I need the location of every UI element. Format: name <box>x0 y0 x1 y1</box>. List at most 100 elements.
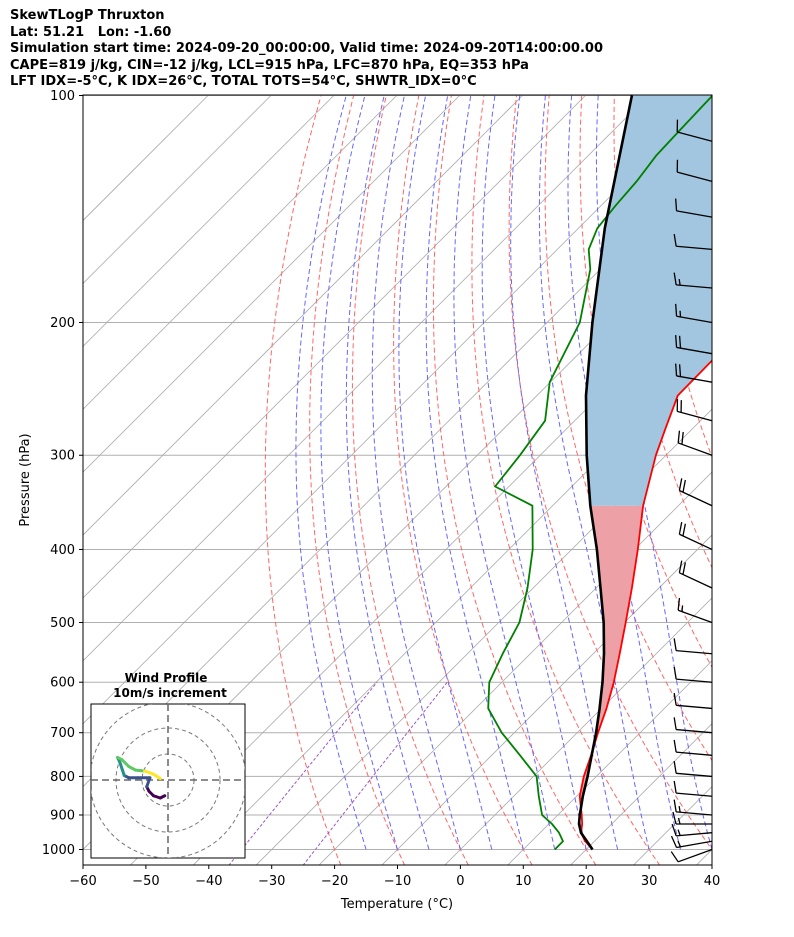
time-line: Simulation start time: 2024-09-20_00:00:… <box>10 41 603 56</box>
moist-adiabat <box>481 95 587 850</box>
wind-barb <box>673 799 713 816</box>
isotherm-line <box>83 95 649 662</box>
wind-barb <box>673 739 713 756</box>
dry-adiabat <box>646 95 712 459</box>
isotherm-line <box>83 95 586 599</box>
isotherm-line <box>192 345 712 865</box>
dry-adiabat <box>544 95 712 762</box>
wind-barb <box>673 233 713 251</box>
x-tick-label: 40 <box>704 874 721 889</box>
chart-header: SkewTLogP Thruxton Lat: 51.21 Lon: -1.60… <box>10 8 603 91</box>
wind-barb <box>675 335 713 355</box>
wind-barb <box>676 399 713 422</box>
positive-area-shading <box>579 505 644 804</box>
y-tick-label: 900 <box>50 808 75 823</box>
wind-barb <box>675 303 713 324</box>
wind-barbs <box>670 119 713 863</box>
moist-adiabat <box>425 95 524 850</box>
dewpoint-profile <box>487 95 712 851</box>
wind-barb <box>678 478 713 507</box>
wind-barb <box>673 272 713 289</box>
wind-barb <box>673 717 713 734</box>
cape-shading <box>586 95 712 506</box>
x-tick-label: −60 <box>69 874 96 889</box>
moist-adiabat <box>453 95 556 850</box>
x-tick-label: 10 <box>515 874 532 889</box>
wind-barb <box>673 666 713 683</box>
dry-adiabat <box>777 96 794 866</box>
hodograph-segment <box>154 774 162 781</box>
isotherm-line <box>381 534 712 865</box>
wind-barb <box>671 823 713 837</box>
x-tick-label: −30 <box>258 874 285 889</box>
wind-barb <box>670 848 713 863</box>
moist-adiabat <box>295 95 367 850</box>
x-tick-label: 0 <box>456 874 464 889</box>
wind-barb <box>672 811 712 825</box>
isotherm-line <box>318 471 712 865</box>
moist-adiabat <box>320 95 398 850</box>
isotherm-line <box>83 95 712 725</box>
isotherm-line <box>83 95 523 536</box>
isotherm-line <box>83 95 460 473</box>
isotherm-line <box>759 96 794 866</box>
y-tick-label: 600 <box>50 676 75 691</box>
wind-barb <box>676 119 713 142</box>
plot-area <box>83 95 794 866</box>
isotherm-line <box>444 597 712 865</box>
isotherm-line <box>83 95 272 284</box>
mixing-ratio-line <box>302 681 448 865</box>
wind-barb <box>677 430 713 456</box>
y-tick-label: 500 <box>50 616 75 631</box>
wind-barb <box>673 780 713 797</box>
wind-barb <box>677 597 713 624</box>
location-line: Lat: 51.21 Lon: -1.60 <box>10 24 172 40</box>
isotherm-line <box>255 408 712 865</box>
isotherm-line <box>570 723 712 865</box>
wind-barb <box>675 198 713 218</box>
moist-adiabat <box>345 95 430 850</box>
x-tick-label: −50 <box>132 874 159 889</box>
cape-line: CAPE=819 j/kg, CIN=-12 j/kg, LCL=915 hPa… <box>10 57 529 73</box>
y-axis-label: Pressure (hPa) <box>18 433 33 526</box>
hodograph-subtitle: 10m/s increment <box>113 686 227 700</box>
dry-adiabat <box>745 96 794 866</box>
isotherm-line <box>129 282 712 865</box>
moist-adiabat <box>371 95 461 850</box>
wind-barb <box>675 363 713 383</box>
y-tick-label: 100 <box>50 89 75 104</box>
index-line: LFT IDX=-5°C, K IDX=26°C, TOTAL TOTS=54°… <box>10 74 477 89</box>
hodograph-segment <box>120 758 131 768</box>
wind-barb <box>670 835 713 849</box>
isotherm-line <box>83 95 335 347</box>
axes: −60 −50 −40 −30 −20 −10 0 10 20 30 40 1000 900 800 700… <box>42 89 720 889</box>
wind-barb <box>676 159 713 183</box>
wind-barb <box>673 760 713 778</box>
dry-adiabat <box>471 95 661 865</box>
x-axis-label: Temperature (°C) <box>340 897 453 912</box>
dry-adiabat <box>309 95 406 865</box>
y-tick-label: 300 <box>50 449 75 464</box>
dry-adiabat <box>432 95 597 865</box>
mixing-ratio-line <box>228 681 378 865</box>
wind-barb <box>678 521 713 551</box>
y-tick-label: 200 <box>50 316 75 331</box>
x-tick-label: 20 <box>578 874 595 889</box>
y-tick-label: 400 <box>50 543 75 558</box>
wind-barb <box>678 560 713 589</box>
parcel-profile <box>577 95 634 851</box>
x-tick-label: −40 <box>195 874 222 889</box>
x-tick-label: −20 <box>321 874 348 889</box>
moist-adiabat <box>510 95 619 850</box>
chart-title: SkewTLogP Thruxton <box>10 8 165 23</box>
x-tick-label: 30 <box>641 874 658 889</box>
dry-adiabat <box>351 95 469 865</box>
y-tick-label: 800 <box>50 770 75 785</box>
wind-barb <box>673 638 713 655</box>
dry-adiabat <box>264 95 342 865</box>
wind-barb <box>673 692 713 710</box>
dry-adiabat <box>508 95 712 851</box>
y-tick-label: 1000 <box>42 843 75 858</box>
moist-adiabat <box>398 95 493 850</box>
